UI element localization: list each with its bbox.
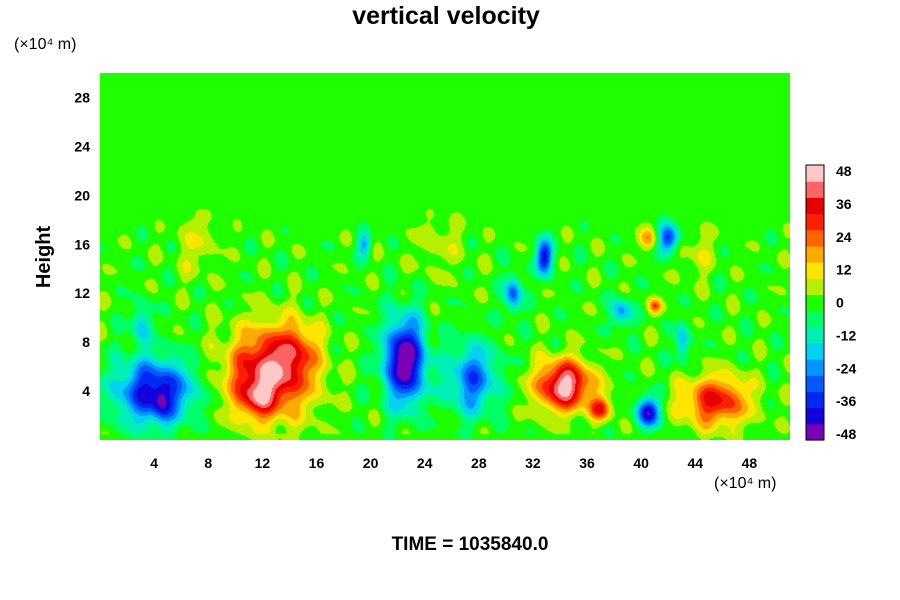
colorbar-tick-label: 24 xyxy=(836,229,852,245)
colorbar-ticks: 48 36 24 12 0 -12 -24 -36 -48 xyxy=(836,163,856,442)
colorbar-segment xyxy=(806,423,824,441)
colorbar-segment xyxy=(806,213,824,231)
y-tick-label: 20 xyxy=(74,187,90,203)
x-axis-ticks: 4 8 12 16 20 24 28 32 36 40 44 48 xyxy=(150,455,757,471)
colorbar-segment xyxy=(806,262,824,279)
colorbar-border xyxy=(805,164,825,441)
x-tick-label: 12 xyxy=(255,455,271,471)
colorbar-tick-label: 36 xyxy=(836,196,852,212)
colorbar-segment xyxy=(806,391,824,409)
x-tick-label: 36 xyxy=(579,455,595,471)
colorbar-tick-label: 12 xyxy=(836,262,852,278)
y-tick-label: 8 xyxy=(82,334,90,350)
colorbar-segment xyxy=(806,294,824,312)
x-tick-label: 28 xyxy=(471,455,487,471)
y-tick-label: 28 xyxy=(74,89,90,105)
colorbar-tick-label: -48 xyxy=(836,426,856,442)
x-tick-label: 4 xyxy=(150,455,158,471)
x-tick-label: 40 xyxy=(633,455,649,471)
colorbar-tick-label: -36 xyxy=(836,393,856,409)
colorbar xyxy=(805,164,825,441)
y-tick-label: 16 xyxy=(74,236,90,252)
x-tick-label: 44 xyxy=(688,455,704,471)
colorbar-segment xyxy=(806,375,824,393)
colorbar-tick-label: -12 xyxy=(836,327,856,343)
colorbar-segment xyxy=(806,407,824,425)
colorbar-segment xyxy=(806,359,824,376)
colorbar-tick-label: 48 xyxy=(836,163,852,179)
colorbar-segment xyxy=(806,245,824,263)
y-tick-label: 12 xyxy=(74,285,90,301)
colorbar-tick-label: 0 xyxy=(836,295,844,311)
x-tick-label: 16 xyxy=(309,455,325,471)
x-unit-label: (×10⁴ m) xyxy=(714,475,776,492)
heatmap-field xyxy=(100,73,790,440)
plot-area xyxy=(100,73,790,440)
colorbar-segment xyxy=(806,197,824,215)
x-tick-label: 20 xyxy=(363,455,379,471)
colorbar-segment xyxy=(806,278,824,296)
colorbar-segment xyxy=(806,342,824,360)
x-tick-label: 24 xyxy=(417,455,433,471)
colorbar-segment xyxy=(806,229,824,247)
colorbar-segment xyxy=(806,181,824,198)
y-axis-ticks: 4 8 12 16 20 24 28 xyxy=(74,89,90,399)
chart-title: vertical velocity xyxy=(352,2,540,30)
x-tick-label: 48 xyxy=(742,455,758,471)
colorbar-segment xyxy=(806,310,824,328)
colorbar-segment xyxy=(806,326,824,344)
colorbar-segment xyxy=(806,165,824,182)
x-tick-label: 32 xyxy=(525,455,541,471)
y-unit-label: (×10⁴ m) xyxy=(14,36,76,53)
time-label: TIME = 1035840.0 xyxy=(392,534,549,555)
x-tick-label: 8 xyxy=(204,455,212,471)
y-axis-label: Height xyxy=(33,226,55,289)
heatmap-canvas xyxy=(100,73,790,440)
y-tick-label: 4 xyxy=(82,383,90,399)
y-tick-label: 24 xyxy=(74,138,90,154)
colorbar-tick-label: -24 xyxy=(836,360,856,376)
